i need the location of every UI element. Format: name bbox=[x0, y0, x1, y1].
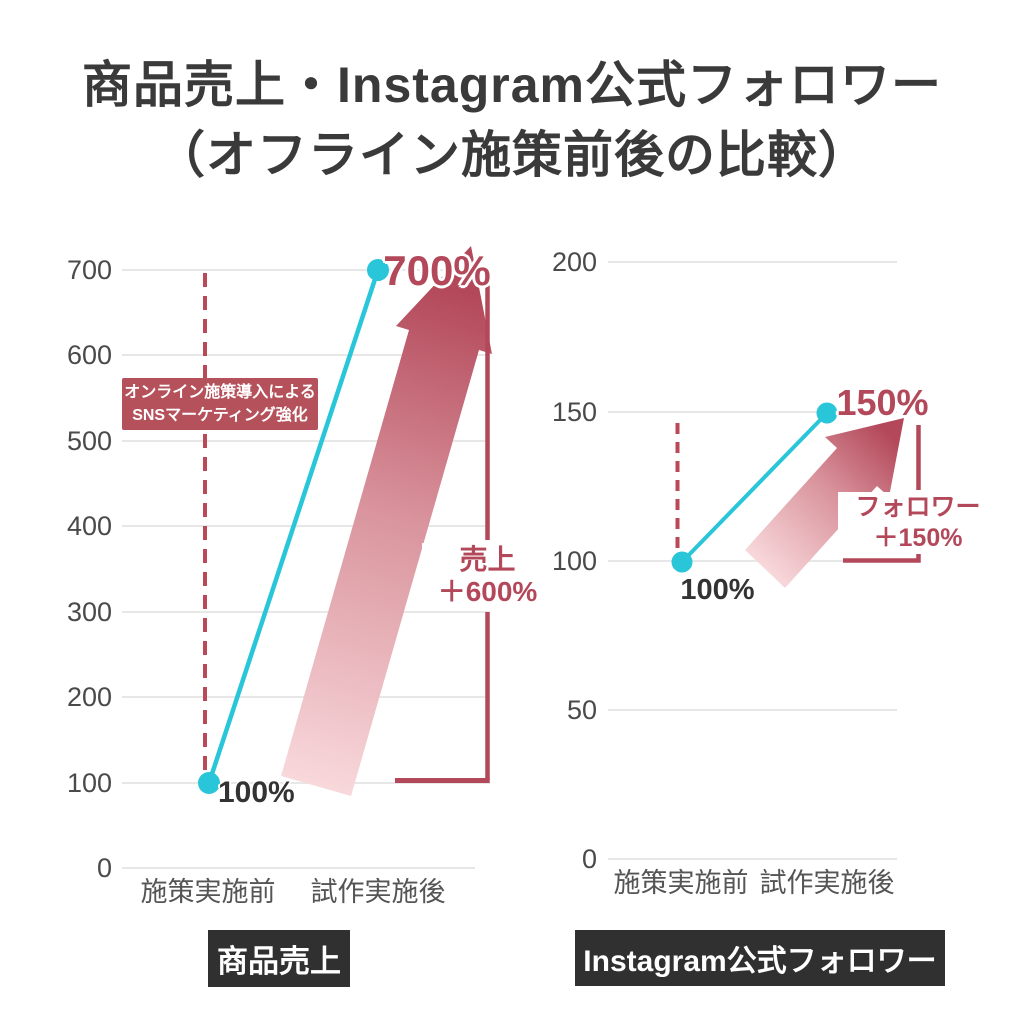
left-caption-text: 商品売上 bbox=[217, 944, 341, 979]
left-delta-bracket bbox=[395, 274, 490, 783]
left-ytick-600: 600 bbox=[66, 340, 112, 370]
left-delta-line1: 売上 bbox=[459, 544, 516, 575]
right-ytick-100: 100 bbox=[551, 546, 597, 576]
left-point-label-before: 100% bbox=[218, 776, 295, 809]
right-xlabel-before: 施策実施前 bbox=[613, 868, 749, 898]
right-xlabel-after: 試作実施後 bbox=[759, 868, 895, 898]
left-ytick-0: 0 bbox=[96, 853, 112, 883]
left-ytick-200: 200 bbox=[66, 682, 112, 712]
left-ytick-500: 500 bbox=[66, 426, 112, 456]
left-annotation-box: オンライン施策導入による SNSマーケティング強化 bbox=[122, 378, 318, 430]
left-trend-line bbox=[206, 269, 381, 784]
left-xlabel-after: 試作実施後 bbox=[310, 877, 446, 907]
left-delta-label: 売上 ＋600% bbox=[422, 543, 553, 609]
right-delta-label: フォロワー ＋150% bbox=[838, 492, 998, 554]
left-ytick-700: 700 bbox=[66, 255, 112, 285]
right-ytick-150: 150 bbox=[551, 397, 597, 427]
title-line-2: （オフライン施策前後の比較） bbox=[155, 127, 869, 183]
right-growth-arrow bbox=[745, 418, 904, 588]
right-point-before bbox=[671, 551, 693, 573]
right-chart-gridlines bbox=[608, 261, 897, 860]
left-caption-box: 商品売上 bbox=[208, 930, 350, 987]
right-point-label-before: 100% bbox=[680, 574, 755, 606]
page-title: 商品売上・Instagram公式フォロワー （オフライン施策前後の比較） bbox=[0, 50, 1024, 190]
right-ytick-50: 50 bbox=[566, 695, 597, 725]
title-line-1: 商品売上・Instagram公式フォロワー bbox=[82, 57, 942, 113]
left-annotation-line1: オンライン施策導入による bbox=[124, 384, 316, 401]
left-ytick-100: 100 bbox=[66, 768, 112, 798]
right-delta-line2: ＋150% bbox=[873, 524, 963, 552]
left-xlabel-before: 施策実施前 bbox=[140, 877, 276, 907]
left-annotation-line2: SNSマーケティング強化 bbox=[132, 407, 308, 424]
right-point-label-after: 150% bbox=[836, 382, 929, 423]
left-ytick-400: 400 bbox=[66, 511, 112, 541]
left-ytick-300: 300 bbox=[66, 597, 112, 627]
right-ytick-200: 200 bbox=[551, 247, 597, 277]
left-point-before bbox=[198, 772, 220, 794]
left-delta-line2: ＋600% bbox=[437, 576, 538, 607]
left-point-after bbox=[367, 259, 389, 281]
right-ytick-0: 0 bbox=[581, 844, 597, 874]
right-delta-line1: フォロワー bbox=[855, 493, 981, 521]
right-trend-line bbox=[680, 411, 829, 564]
right-caption-text: Instagram公式フォロワー bbox=[583, 945, 937, 978]
left-point-label-after: 700% bbox=[383, 247, 491, 294]
right-caption-box: Instagram公式フォロワー bbox=[575, 930, 945, 986]
right-point-after bbox=[816, 402, 838, 424]
left-growth-arrow bbox=[281, 246, 492, 796]
